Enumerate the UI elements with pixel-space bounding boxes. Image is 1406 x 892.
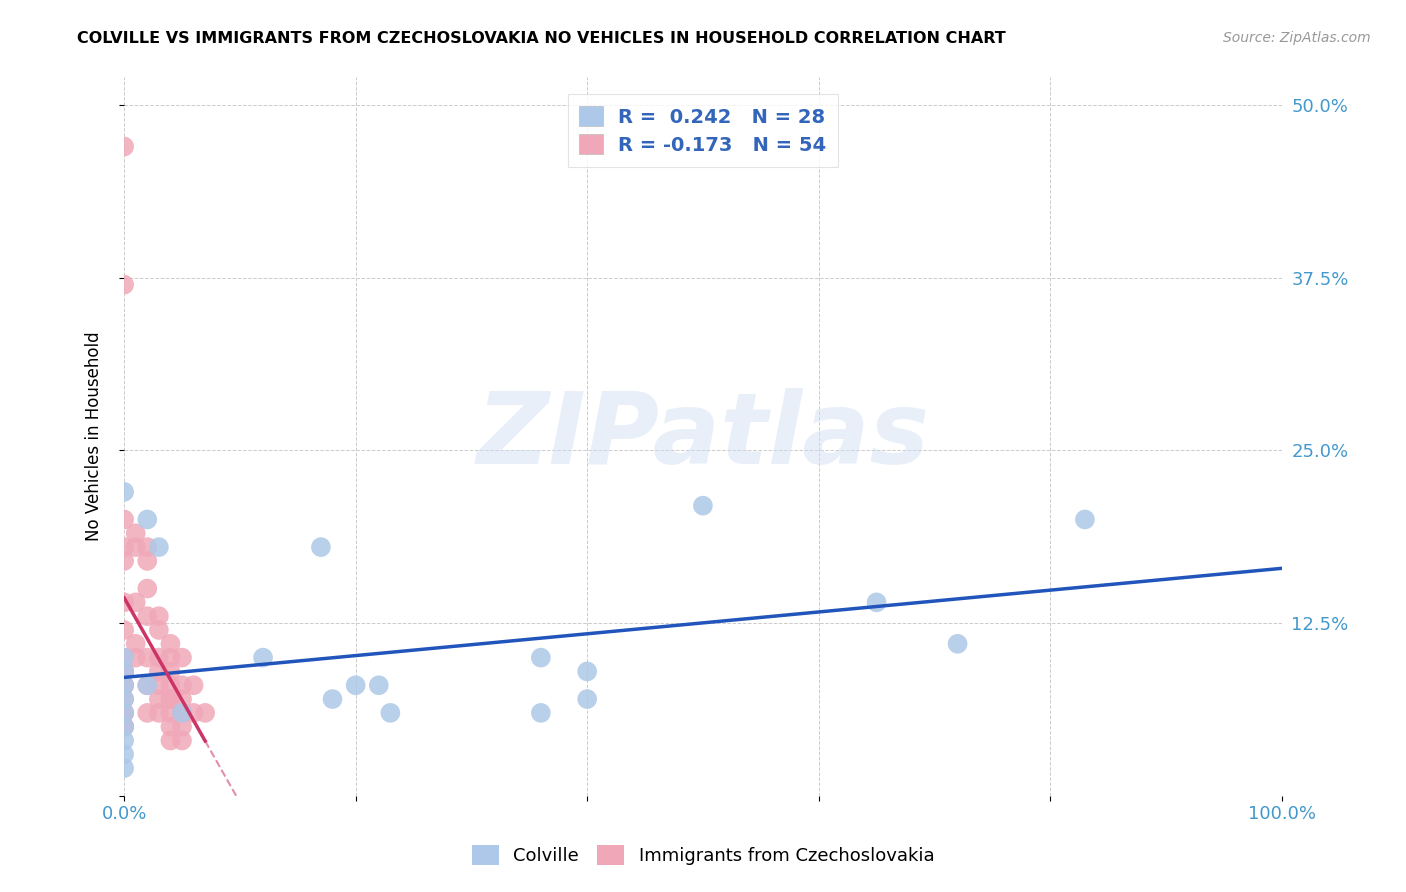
Point	[309, 540, 332, 554]
Point	[159, 692, 181, 706]
Point	[125, 526, 148, 541]
Point	[112, 720, 135, 734]
Point	[136, 554, 159, 568]
Point	[112, 277, 135, 292]
Point	[170, 650, 193, 665]
Point	[367, 678, 389, 692]
Point	[148, 540, 170, 554]
Point	[380, 706, 402, 720]
Point	[170, 678, 193, 692]
Point	[112, 733, 135, 747]
Point	[112, 650, 135, 665]
Point	[148, 678, 170, 692]
Y-axis label: No Vehicles in Household: No Vehicles in Household	[86, 332, 103, 541]
Point	[159, 692, 181, 706]
Point	[112, 720, 135, 734]
Point	[344, 678, 367, 692]
Point	[112, 692, 135, 706]
Point	[170, 720, 193, 734]
Point	[159, 733, 181, 747]
Point	[112, 720, 135, 734]
Point	[112, 484, 135, 499]
Point	[252, 650, 274, 665]
Point	[194, 706, 217, 720]
Point	[148, 706, 170, 720]
Point	[136, 678, 159, 692]
Point	[148, 665, 170, 679]
Point	[148, 650, 170, 665]
Point	[865, 595, 887, 609]
Point	[112, 706, 135, 720]
Point	[112, 678, 135, 692]
Point	[136, 540, 159, 554]
Point	[530, 650, 553, 665]
Point	[148, 609, 170, 624]
Point	[112, 665, 135, 679]
Point	[159, 706, 181, 720]
Legend: Colville, Immigrants from Czechoslovakia: Colville, Immigrants from Czechoslovakia	[464, 838, 942, 872]
Point	[692, 499, 714, 513]
Point	[136, 512, 159, 526]
Point	[125, 540, 148, 554]
Point	[112, 512, 135, 526]
Point	[112, 692, 135, 706]
Point	[112, 139, 135, 153]
Point	[576, 692, 599, 706]
Point	[183, 678, 205, 692]
Point	[125, 637, 148, 651]
Point	[136, 706, 159, 720]
Point	[159, 650, 181, 665]
Point	[148, 692, 170, 706]
Point	[148, 623, 170, 637]
Point	[530, 706, 553, 720]
Point	[170, 733, 193, 747]
Point	[136, 678, 159, 692]
Point	[159, 637, 181, 651]
Point	[112, 761, 135, 775]
Point	[946, 637, 969, 651]
Text: ZIPatlas: ZIPatlas	[477, 388, 929, 485]
Point	[321, 692, 343, 706]
Point	[112, 706, 135, 720]
Point	[112, 554, 135, 568]
Point	[170, 706, 193, 720]
Point	[1074, 512, 1097, 526]
Text: Source: ZipAtlas.com: Source: ZipAtlas.com	[1223, 31, 1371, 45]
Point	[136, 650, 159, 665]
Point	[112, 623, 135, 637]
Point	[125, 595, 148, 609]
Point	[159, 678, 181, 692]
Point	[159, 665, 181, 679]
Point	[112, 665, 135, 679]
Legend: R =  0.242   N = 28, R = -0.173   N = 54: R = 0.242 N = 28, R = -0.173 N = 54	[568, 95, 838, 167]
Point	[112, 595, 135, 609]
Point	[112, 665, 135, 679]
Point	[159, 720, 181, 734]
Point	[136, 582, 159, 596]
Point	[112, 678, 135, 692]
Point	[112, 706, 135, 720]
Point	[112, 747, 135, 762]
Point	[112, 540, 135, 554]
Point	[112, 650, 135, 665]
Point	[125, 650, 148, 665]
Point	[112, 678, 135, 692]
Point	[576, 665, 599, 679]
Point	[170, 706, 193, 720]
Point	[170, 692, 193, 706]
Point	[136, 609, 159, 624]
Point	[183, 706, 205, 720]
Text: COLVILLE VS IMMIGRANTS FROM CZECHOSLOVAKIA NO VEHICLES IN HOUSEHOLD CORRELATION : COLVILLE VS IMMIGRANTS FROM CZECHOSLOVAK…	[77, 31, 1007, 46]
